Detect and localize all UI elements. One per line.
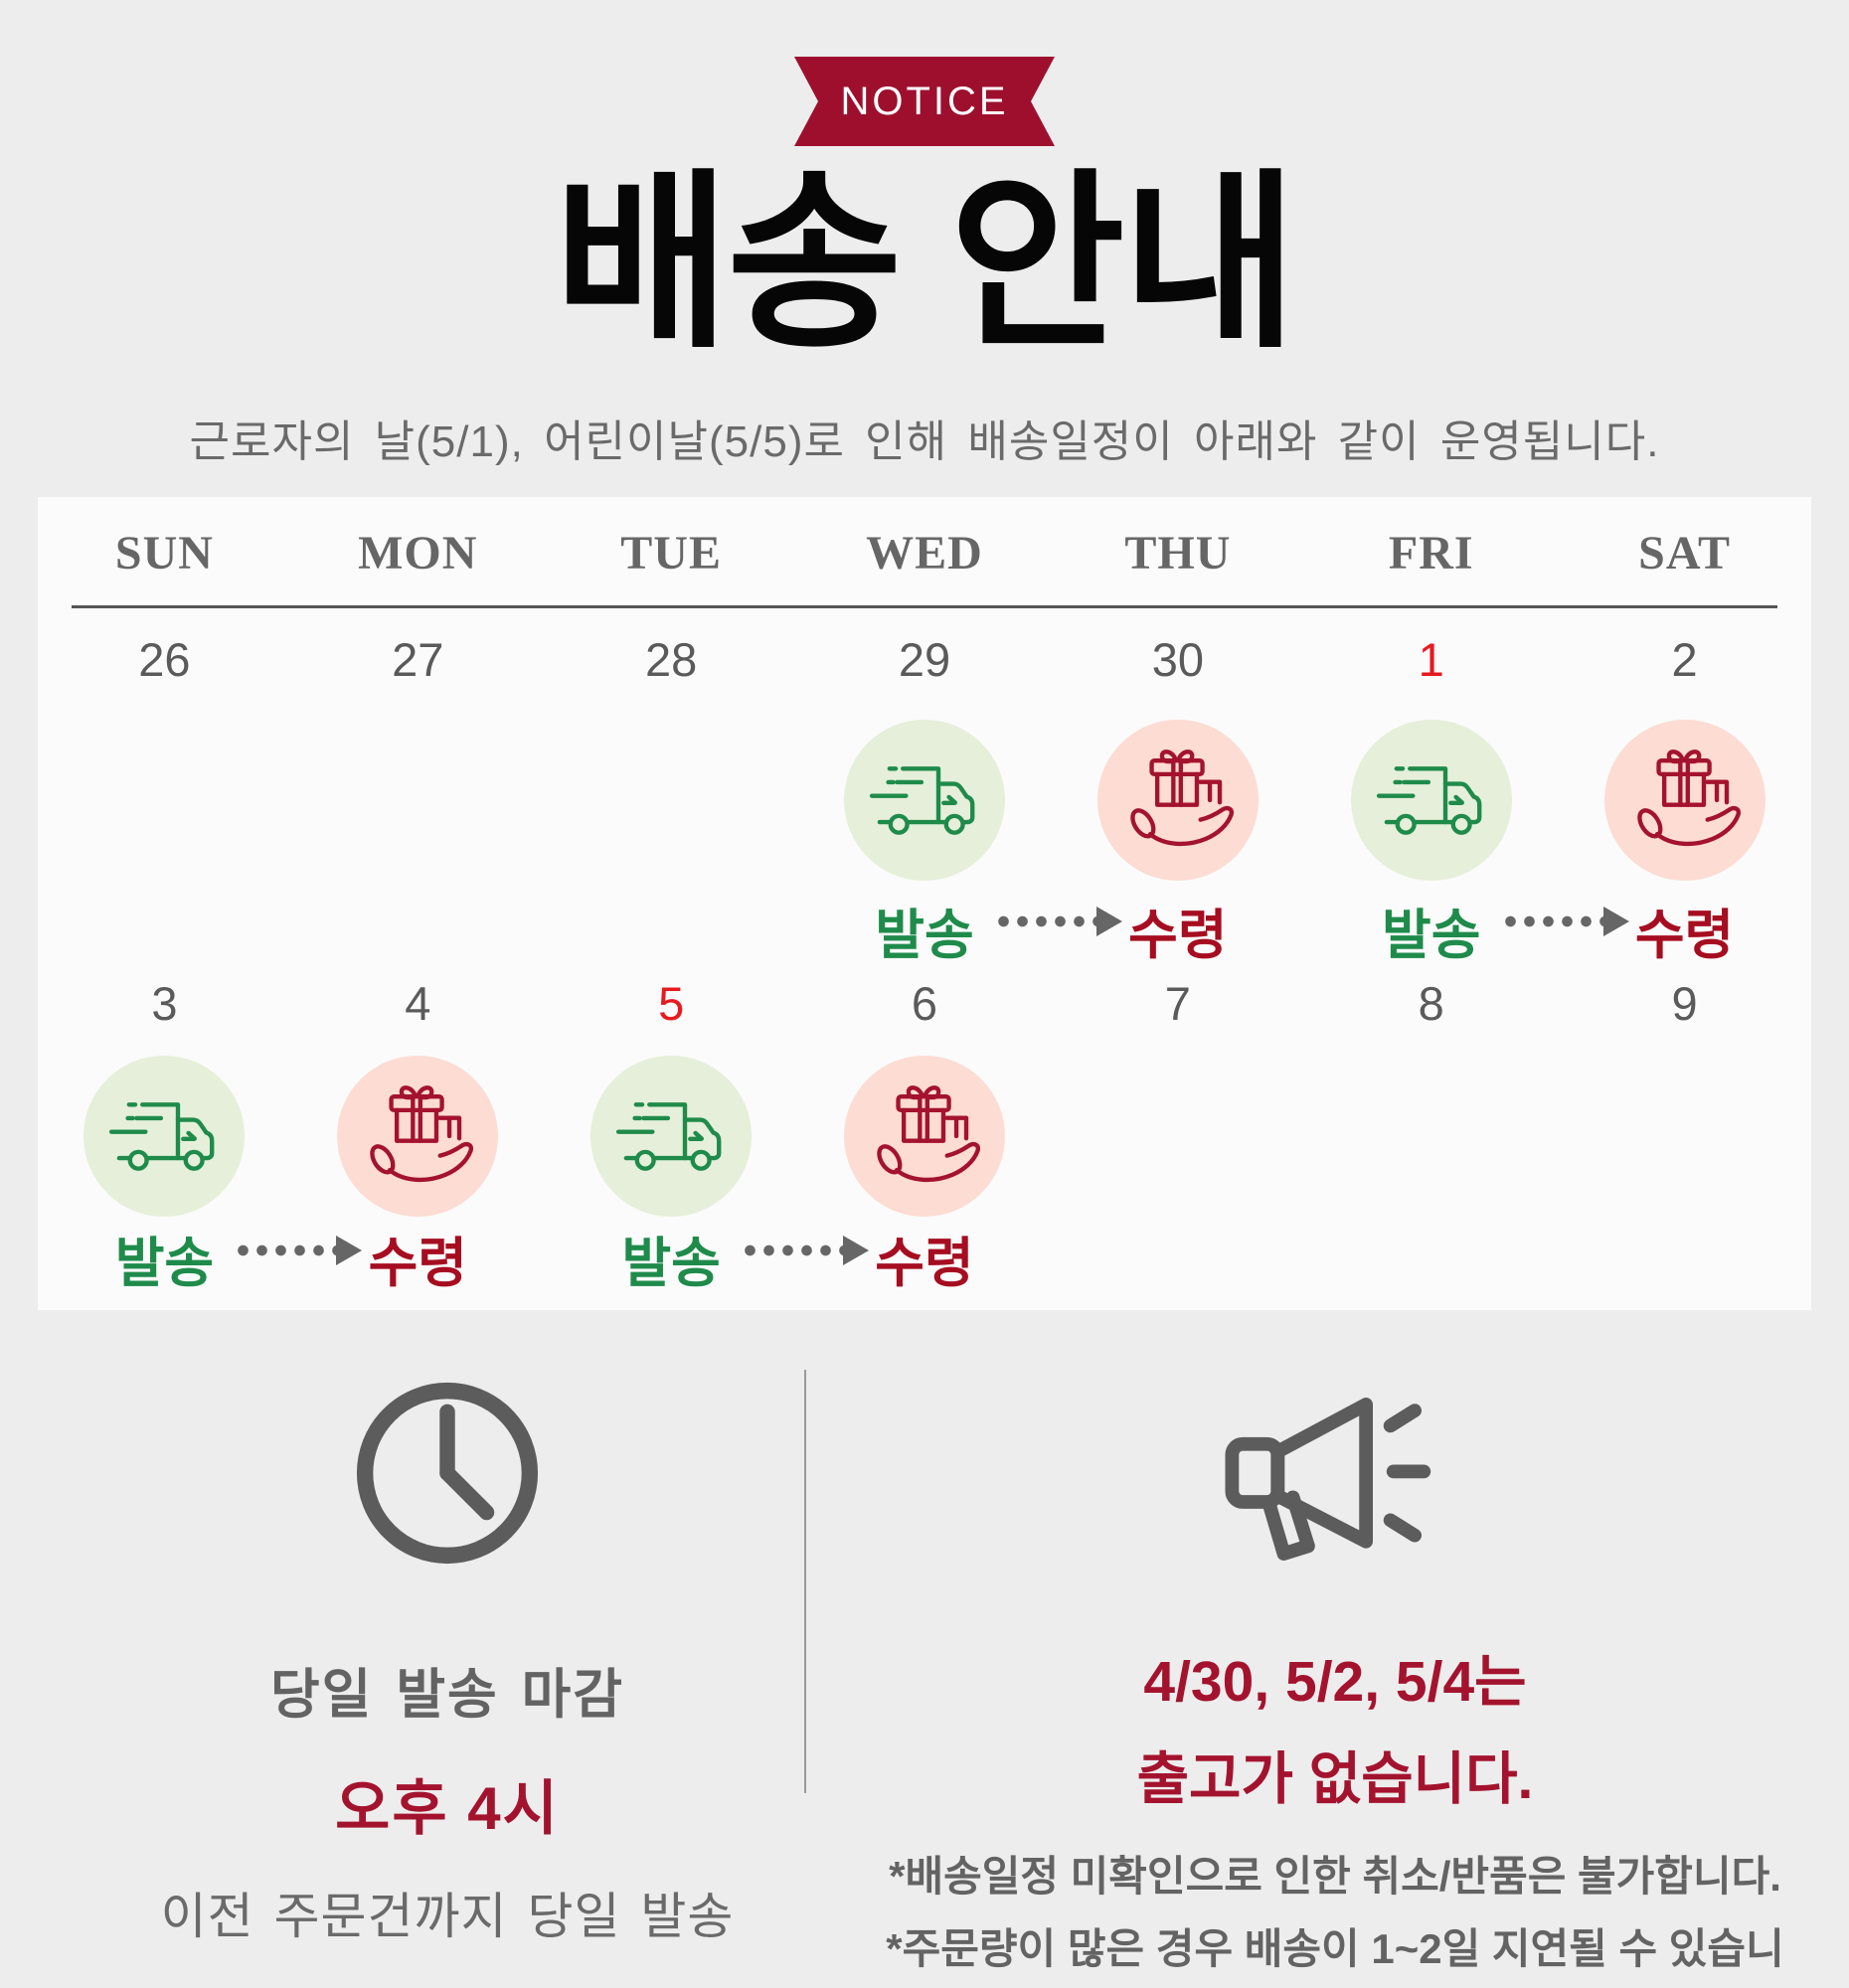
calendar-panel: SUN MON TUE WED THU FRI SAT 26 27 28 29 … <box>38 497 1811 1310</box>
receive-circle <box>843 1056 1005 1217</box>
receive-label: 수령 <box>875 1234 974 1293</box>
date-cell: 6 <box>911 976 938 1030</box>
calendar-header-row: SUN MON TUE WED THU FRI SAT <box>38 497 1811 608</box>
date-cell: 7 <box>1164 976 1191 1030</box>
week2-labels-row: 발송 수령 발송 수령 <box>38 1219 1811 1293</box>
day-header-wed: WED <box>866 526 983 580</box>
date-cell: 3 <box>151 976 178 1030</box>
delivery-truck-icon <box>109 1102 215 1171</box>
gift-in-hand-icon <box>1130 749 1234 847</box>
cutoff-time: 오후 4시 <box>335 1775 560 1842</box>
delivery-truck-icon <box>1376 766 1482 835</box>
day-header-mon: MON <box>358 526 478 580</box>
date-cell: 28 <box>644 632 698 686</box>
receive-circle <box>1603 720 1765 881</box>
week2-dates-row: 3 4 5 6 7 8 9 <box>38 952 1811 1054</box>
notice-note-1: *배송일정 미확인으로 인한 취소/반품은 불가합니다. <box>889 1853 1781 1900</box>
footer-left-section: 당일 발송 마감 오후 4시 이전 주문건까지 당일 발송 <box>89 1368 805 1948</box>
page-subtitle: 근로자의 날(5/1), 어린이날(5/5)로 인해 배송일정이 아래와 같이 … <box>189 417 1660 466</box>
ship-label: 발송 <box>114 1234 215 1293</box>
dotted-arrow-icon <box>234 1244 339 1256</box>
day-header-sat: SAT <box>1638 526 1731 580</box>
ship-label: 발송 <box>1382 906 1481 965</box>
date-cell: 2 <box>1671 632 1698 686</box>
receive-label: 수령 <box>1128 906 1228 965</box>
day-header-sun: SUN <box>114 526 214 580</box>
page-title: 배송 안내 <box>554 156 1298 370</box>
clock-icon <box>356 1382 539 1565</box>
notice-ribbon: NOTICE <box>794 57 1055 146</box>
day-header-thu: THU <box>1124 526 1232 580</box>
megaphone-icon <box>1224 1398 1430 1561</box>
date-cell-holiday: 1 <box>1418 632 1444 686</box>
receive-circle <box>337 1056 499 1217</box>
ship-circle <box>590 1056 753 1217</box>
no-shipping-statement: 출고가 없습니다. <box>1136 1747 1534 1811</box>
same-day-cutoff-title: 당일 발송 마감 <box>269 1665 625 1725</box>
date-cell: 27 <box>392 632 444 686</box>
dotted-arrow-icon <box>741 1244 845 1256</box>
date-cell: 30 <box>1151 632 1204 686</box>
ship-circle <box>84 1056 246 1217</box>
receive-label: 수령 <box>368 1234 467 1293</box>
week1-dates-row: 26 27 28 29 30 1 2 <box>38 608 1811 710</box>
notice-note-2: *주문량이 많은 경우 배송이 1~2일 지연될 수 있습니다. <box>886 1925 1784 1988</box>
cutoff-description: 이전 주문건까지 당일 발송 <box>160 1889 735 1944</box>
header-underline <box>72 605 1777 608</box>
dotted-arrow-icon <box>994 915 1098 927</box>
date-cell: 8 <box>1418 976 1444 1030</box>
date-cell: 29 <box>898 632 951 686</box>
ship-label: 발송 <box>875 906 974 965</box>
date-cell: 26 <box>138 632 191 686</box>
no-shipping-dates: 4/30, 5/2, 5/4는 <box>1143 1650 1527 1714</box>
ship-label: 발송 <box>621 1234 721 1293</box>
week1-labels-row: 발송 수령 발송 수령 <box>38 891 1811 965</box>
gift-in-hand-icon <box>370 1085 474 1183</box>
footer-right-section: 4/30, 5/2, 5/4는 출고가 없습니다. *배송일정 미확인으로 인한… <box>871 1380 1799 1988</box>
gift-in-hand-icon <box>1636 749 1741 847</box>
date-cell: 4 <box>405 976 431 1030</box>
ship-circle <box>1350 720 1512 881</box>
day-header-fri: FRI <box>1388 526 1474 580</box>
date-cell: 9 <box>1671 976 1698 1030</box>
delivery-truck-icon <box>616 1102 722 1171</box>
day-header-tue: TUE <box>620 526 722 580</box>
ship-circle <box>843 720 1005 881</box>
date-cell-holiday: 5 <box>658 976 685 1030</box>
delivery-truck-icon <box>869 766 975 835</box>
week1-icons-row <box>38 710 1811 891</box>
notice-ribbon-label: NOTICE <box>840 79 1009 123</box>
week2-icons-row <box>38 1054 1811 1219</box>
dotted-arrow-icon <box>1500 915 1605 927</box>
footer-divider <box>804 1370 806 1793</box>
gift-in-hand-icon <box>877 1085 980 1183</box>
receive-label: 수령 <box>1634 906 1735 965</box>
receive-circle <box>1096 720 1259 881</box>
